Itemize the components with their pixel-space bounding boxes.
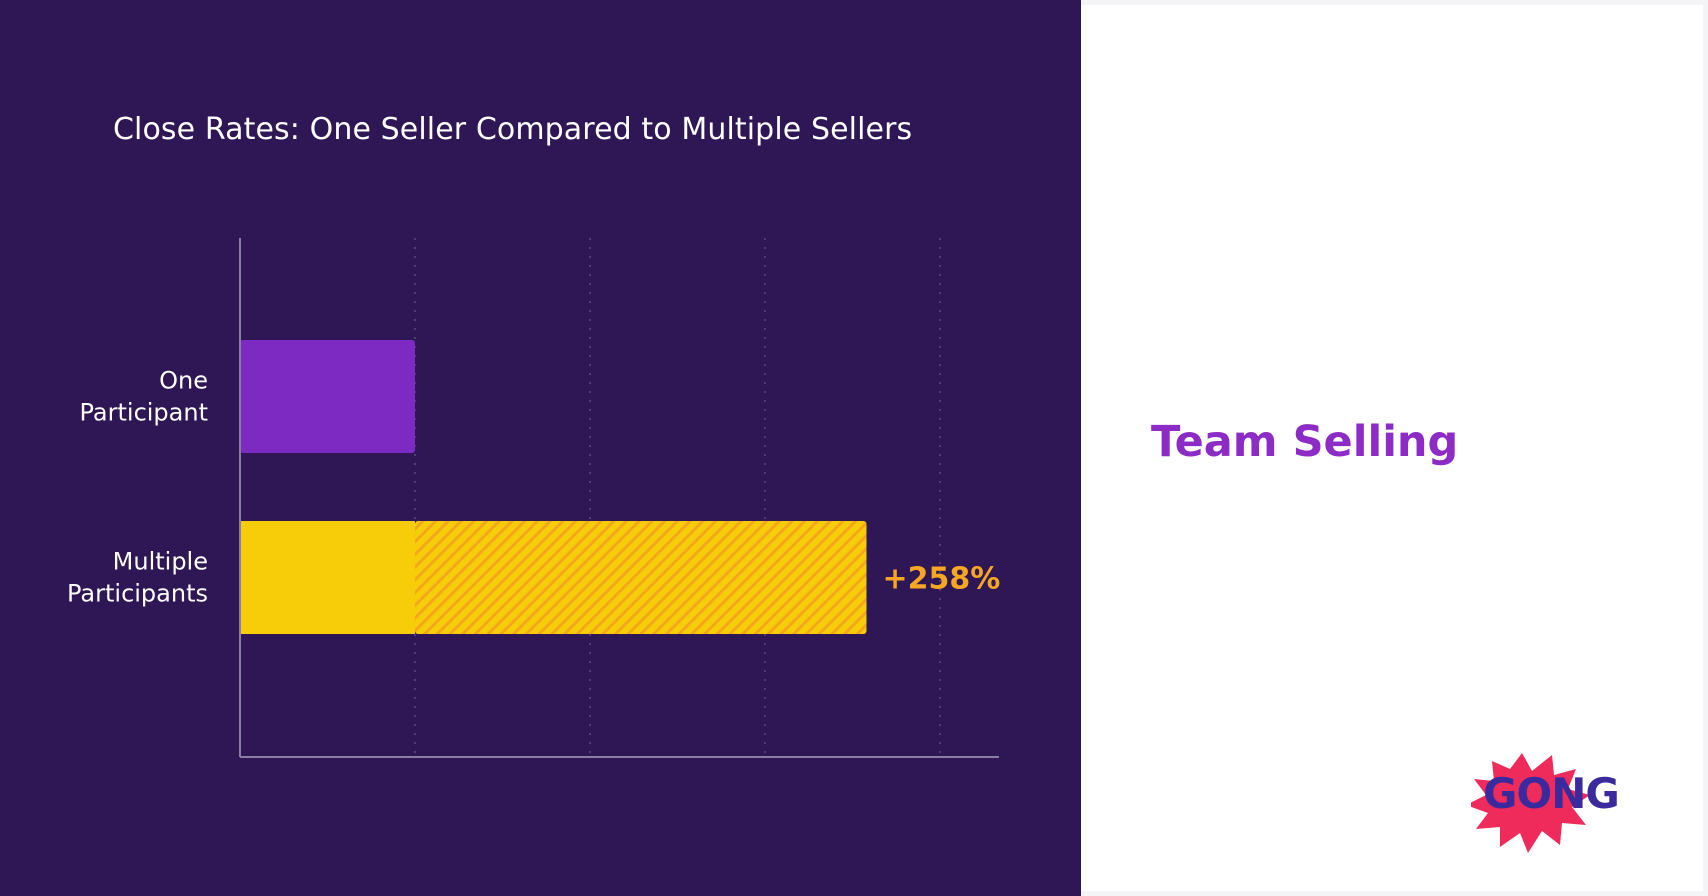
delta-label: +258% <box>883 562 1001 597</box>
category-label: One Participant <box>80 367 208 427</box>
side-title: Team Selling <box>1151 417 1459 467</box>
bar-multiple-participants-base <box>240 521 415 634</box>
chart-panel: Close Rates: One Seller Compared to Mult… <box>0 0 1081 896</box>
gong-logo: GONG <box>1471 745 1651 855</box>
starburst-icon <box>1471 753 1590 853</box>
bar-chart: One Participant Multiple Participants +258% <box>67 238 1001 758</box>
bar-one-participant <box>240 340 415 453</box>
category-label: Multiple Participants <box>67 548 208 608</box>
chart-title: Close Rates: One Seller Compared to Mult… <box>113 112 913 147</box>
bar-multiple-participants-increase <box>415 521 867 634</box>
info-panel: Team Selling GONG <box>1081 5 1703 891</box>
logo-text: GONG <box>1483 769 1620 818</box>
